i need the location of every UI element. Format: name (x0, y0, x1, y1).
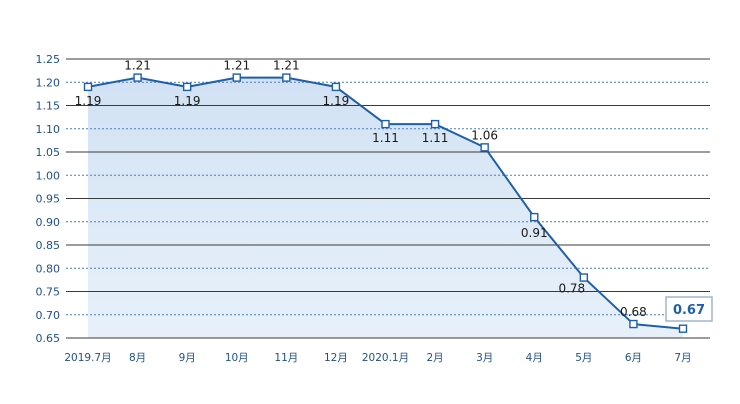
y-tick-label: 1.10 (36, 123, 61, 136)
y-tick-label: 0.80 (36, 262, 61, 275)
y-tick-label: 1.00 (36, 169, 61, 182)
y-tick-label: 0.95 (36, 193, 61, 206)
data-point-marker (678, 324, 688, 333)
x-tick-label: 2月 (426, 352, 443, 364)
data-label: 0.91 (521, 226, 548, 240)
data-point-marker (83, 82, 93, 92)
highlight-data-label: 0.67 (673, 303, 705, 318)
x-tick-label: 8月 (129, 352, 146, 364)
y-tick-label: 1.15 (36, 100, 61, 113)
data-label: 1.06 (471, 128, 498, 142)
data-point-marker (629, 319, 638, 329)
data-point-marker (133, 73, 142, 82)
data-point-marker (282, 73, 291, 82)
data-point-marker (579, 273, 589, 282)
highlight-label-box (665, 296, 713, 322)
data-label: 1.19 (323, 94, 350, 108)
y-tick-label: 1.05 (36, 146, 61, 159)
y-tick-label: 1.25 (36, 53, 61, 66)
x-tick-label: 5月 (575, 352, 592, 364)
data-labels-layer: 1.19 1.21 1.19 1.21 1.21 1.19 1.11 1.11 1.06 0.91… (75, 59, 713, 322)
data-label: 1.21 (273, 59, 300, 73)
x-tick-label: 2019.7月 (64, 352, 111, 364)
grid-layer (66, 58, 710, 339)
area-layer (88, 77, 683, 338)
data-point-marker (182, 82, 192, 92)
data-label: 1.19 (75, 94, 102, 108)
y-tick-label: 0.90 (36, 216, 61, 229)
y-axis-ticks: 0.65 0.70 0.75 0.80 0.85 0.90 0.95 1.00 1.05 1.10… (36, 53, 61, 345)
y-tick-label: 0.70 (36, 309, 61, 322)
data-point-marker (530, 212, 539, 222)
data-label: 0.68 (620, 305, 647, 319)
data-label: 0.78 (558, 282, 585, 296)
x-axis-ticks: 2019.7月 8月 9月 10月 11月 12月 2020.1月 2月 3月 4月 5月 6月 7月 (64, 352, 691, 364)
y-tick-label: 0.75 (36, 286, 61, 299)
x-tick-label: 6月 (625, 352, 642, 364)
data-point-marker (480, 143, 489, 152)
data-point-marker (232, 73, 241, 82)
area-fill (88, 77, 683, 338)
x-tick-label: 12月 (324, 352, 348, 364)
data-label: 1.11 (422, 131, 449, 145)
x-tick-label: 7月 (674, 352, 691, 364)
data-point-marker (381, 119, 390, 129)
y-tick-label: 0.85 (36, 239, 61, 252)
x-tick-label: 9月 (179, 352, 196, 364)
y-tick-label: 1.20 (36, 76, 61, 89)
x-tick-label: 3月 (476, 352, 493, 364)
x-tick-label: 2020.1月 (362, 352, 409, 364)
data-label: 1.11 (372, 131, 399, 145)
y-tick-label: 0.65 (36, 332, 61, 345)
data-point-marker (430, 119, 440, 129)
data-point-marker (331, 82, 341, 92)
data-label: 1.19 (174, 94, 201, 108)
x-tick-label: 4月 (526, 352, 543, 364)
x-tick-label: 10月 (225, 352, 249, 364)
x-tick-label: 11月 (274, 352, 298, 364)
data-points-layer (83, 73, 688, 333)
data-label: 1.21 (124, 59, 151, 73)
data-label: 1.21 (223, 59, 250, 73)
